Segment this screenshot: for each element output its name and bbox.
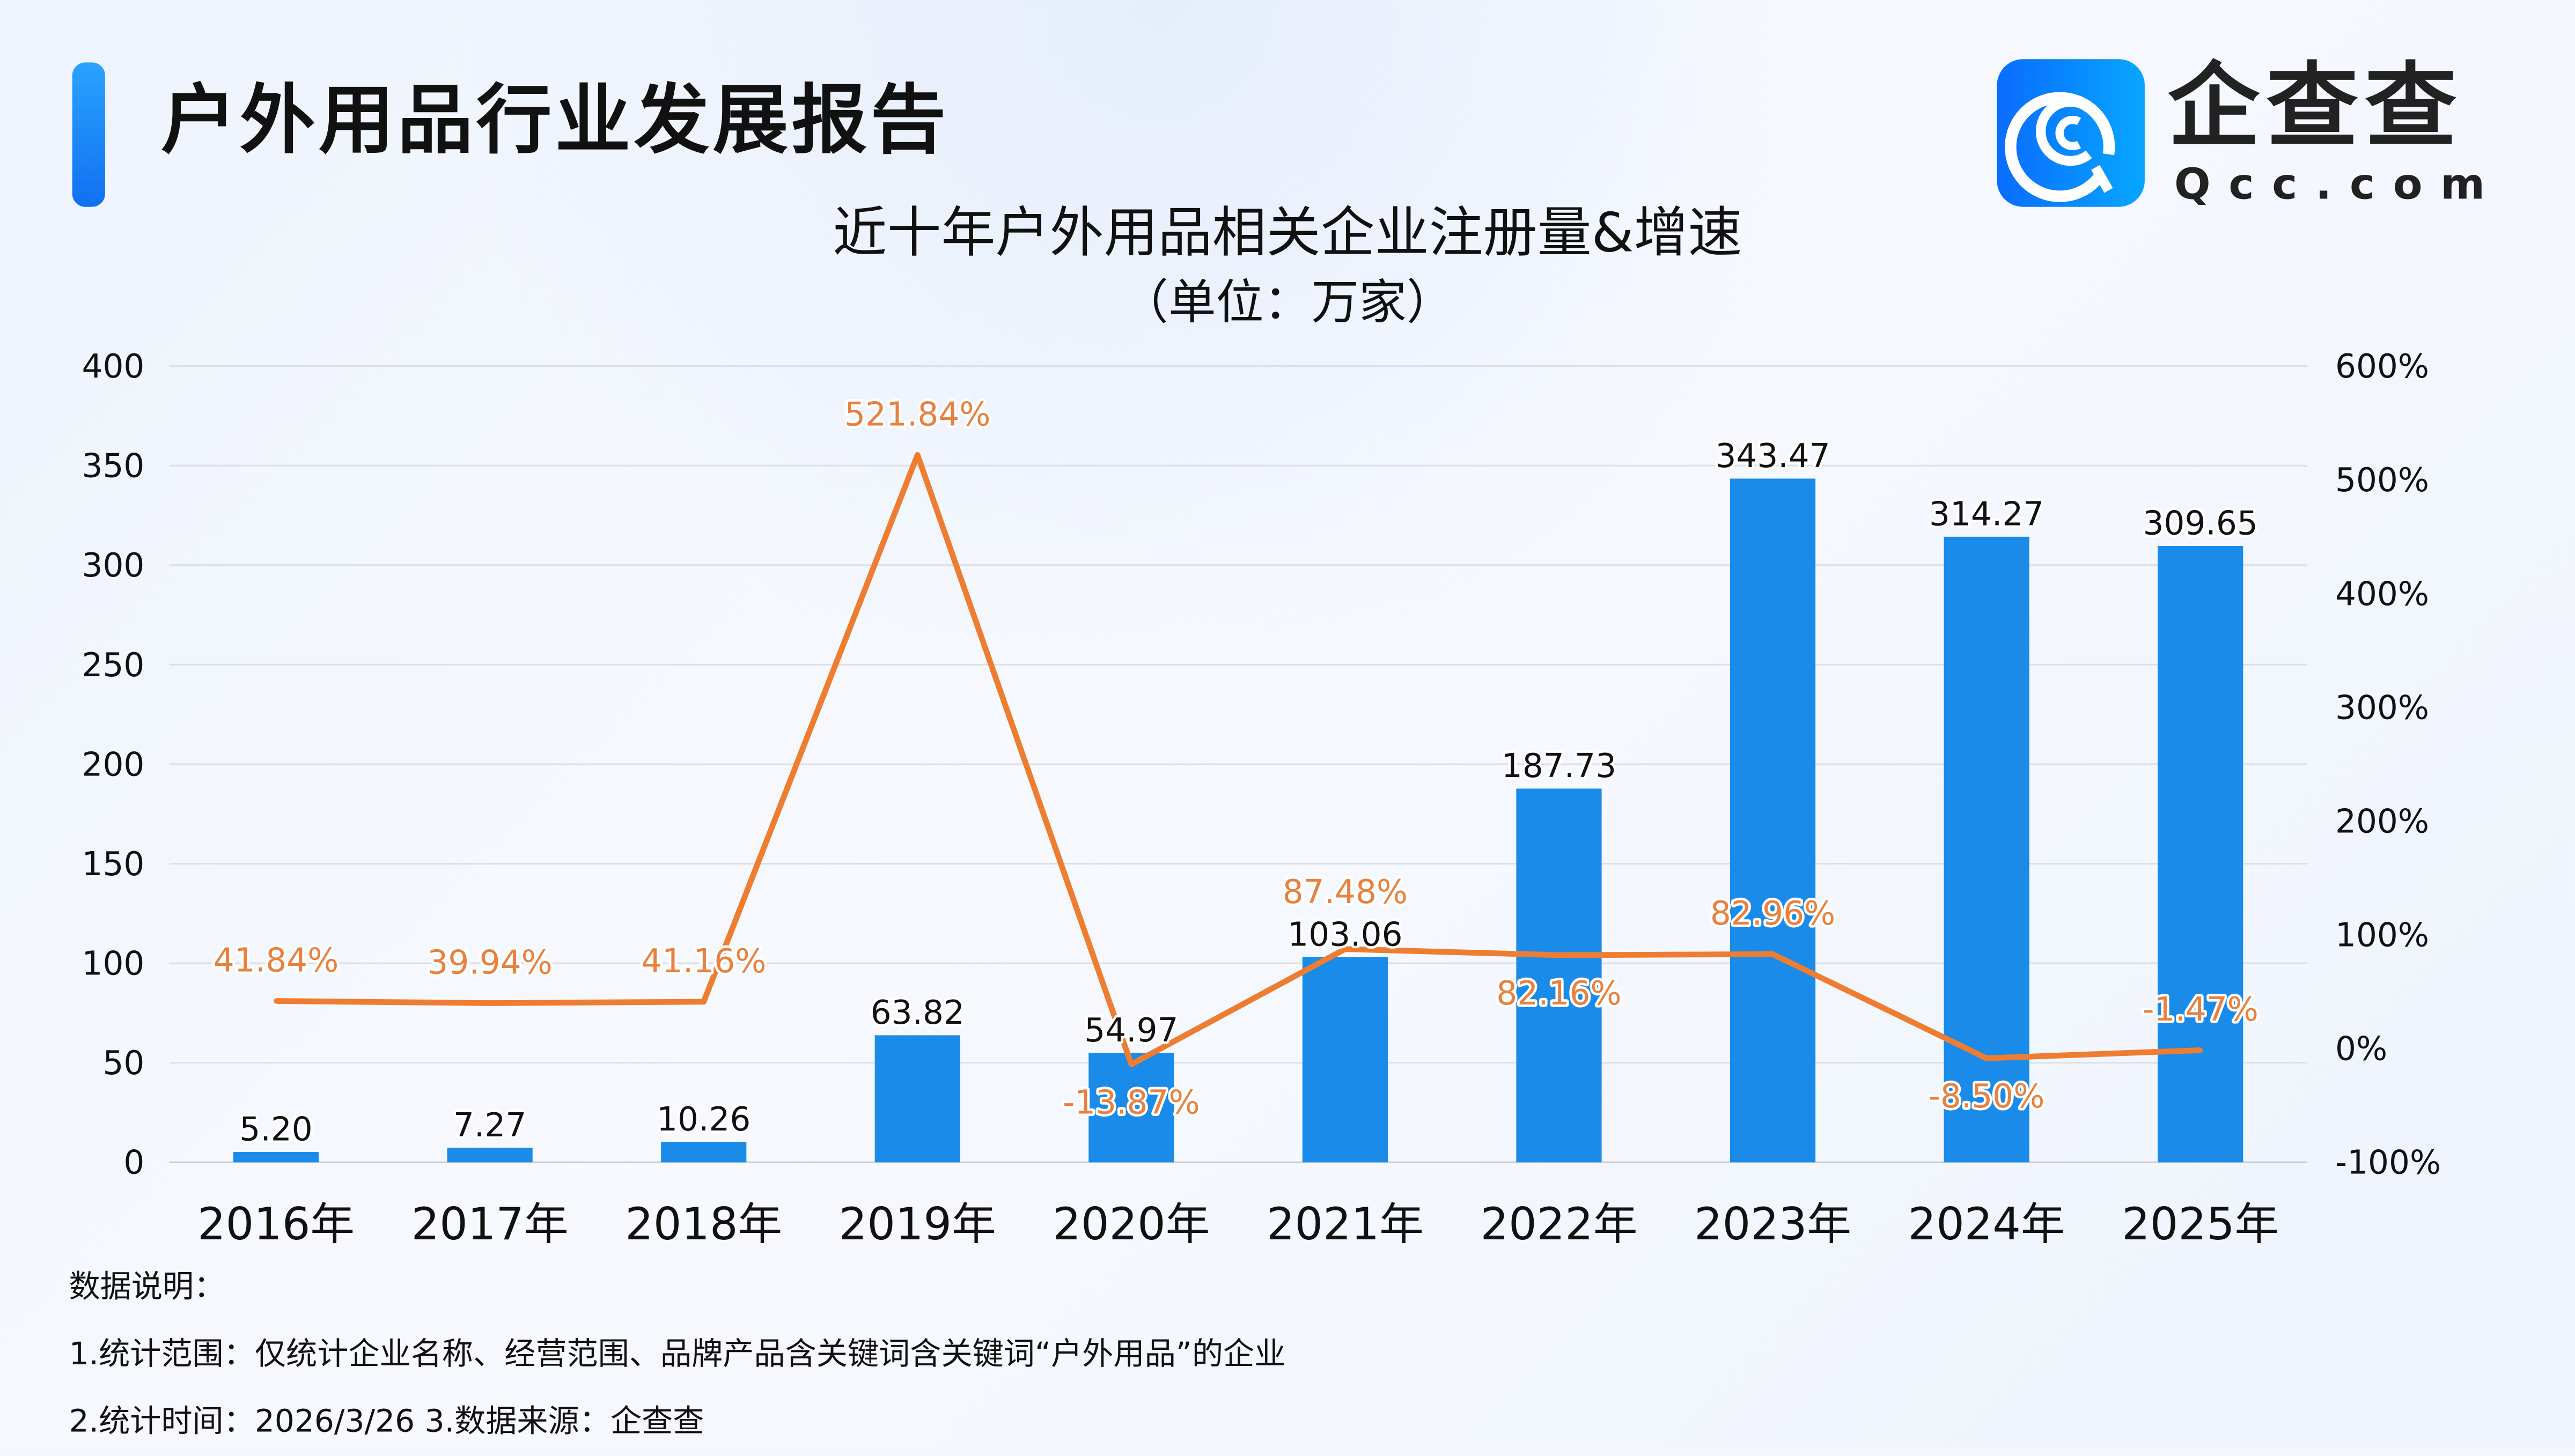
right-axis-tick: 500%: [2335, 461, 2429, 499]
bar-2020年: [1088, 1053, 1174, 1163]
bar-2016年: [233, 1152, 319, 1163]
bar-value-label: 7.27: [453, 1106, 526, 1144]
right-axis-tick: 0%: [2335, 1030, 2387, 1068]
growth-point: [273, 998, 279, 1004]
left-axis-tick: 150: [82, 845, 145, 883]
growth-line: [276, 452, 2201, 1068]
growth-value-label: 39.94%: [427, 943, 552, 981]
growth-value-label: 82.16%: [1496, 974, 1621, 1012]
right-axis-tick: 100%: [2335, 917, 2429, 955]
x-axis-tick: 2019年: [839, 1199, 996, 1250]
logo-text-cn: 企查查: [2167, 54, 2463, 161]
title-accent-bar: [72, 62, 105, 207]
growth-point: [1342, 947, 1348, 952]
data-notes: 数据说明： 1.统计范围：仅统计企业名称、经营范围、品牌产品含关键词含关键词“户…: [69, 1254, 1286, 1456]
growth-point: [1129, 1062, 1134, 1067]
left-axis-tick: 200: [82, 745, 145, 784]
x-axis-tick: 2024年: [1908, 1199, 2065, 1250]
x-axis-tick: 2022年: [1481, 1199, 1638, 1250]
notes-line-2: 2.统计时间：2026/3/26 3.数据来源：企查查: [69, 1403, 704, 1440]
qcc-logo-icon: [1997, 59, 2145, 207]
growth-value-label: 521.84%: [844, 395, 990, 433]
growth-value-label: -8.50%: [1929, 1077, 2045, 1115]
left-axis-tick: 0: [123, 1144, 144, 1182]
x-axis-tick: 2018年: [625, 1199, 782, 1250]
left-axis-tick: 350: [82, 447, 145, 485]
growth-point: [1984, 1055, 1989, 1061]
growth-value-label: -13.87%: [1063, 1083, 1200, 1121]
left-axis-tick: 300: [82, 546, 145, 585]
right-axis-tick: 200%: [2335, 802, 2429, 840]
bar-2023年: [1730, 478, 1816, 1163]
right-axis-tick: -100%: [2335, 1144, 2441, 1182]
bar-2025年: [2158, 546, 2243, 1163]
bar-2017年: [447, 1148, 533, 1163]
growth-value-label: 87.48%: [1283, 873, 1408, 911]
bar-value-label: 187.73: [1502, 747, 1616, 785]
qcc-logo: 企查查 Qcc.com: [1997, 54, 2485, 210]
right-axis-tick: 400%: [2335, 575, 2429, 613]
growth-point: [1770, 951, 1776, 957]
bar-2018年: [661, 1142, 747, 1163]
notes-heading: 数据说明：: [69, 1269, 225, 1305]
growth-point: [701, 999, 707, 1004]
x-axis-tick: 2016年: [197, 1199, 355, 1250]
bar-value-label: 343.47: [1715, 437, 1830, 475]
growth-value-label: -1.47%: [2142, 991, 2258, 1029]
right-axis-tick: 600%: [2335, 348, 2429, 386]
chart-subtitle: （单位：万家）: [1121, 274, 1454, 330]
left-axis-tick: 100: [82, 945, 145, 983]
chart-title: 近十年户外用品相关企业注册量&增速: [833, 200, 1742, 264]
x-axis-tick: 2023年: [1694, 1199, 1851, 1250]
left-axis-tick: 50: [102, 1044, 144, 1082]
x-axis-tick: 2017年: [411, 1199, 569, 1250]
growth-value-label: 82.96%: [1710, 895, 1835, 933]
bar-2019年: [874, 1035, 960, 1163]
x-axis-tick: 2020年: [1053, 1199, 1210, 1250]
bar-value-label: 103.06: [1288, 915, 1402, 954]
left-axis-tick: 400: [82, 348, 145, 386]
bar-2024年: [1944, 536, 2029, 1163]
notes-line-1: 1.统计范围：仅统计企业名称、经营范围、品牌产品含关键词含关键词“户外用品”的企…: [69, 1336, 1286, 1373]
growth-point: [487, 1000, 492, 1006]
growth-value-label: 41.84%: [214, 941, 339, 979]
growth-point: [915, 452, 920, 458]
bar-2021年: [1302, 957, 1388, 1163]
bar-value-label: 10.26: [657, 1100, 751, 1139]
growth-point: [1556, 952, 1562, 958]
left-axis-tick: 250: [82, 646, 145, 684]
bar-value-label: 63.82: [871, 994, 965, 1032]
growth-point: [2198, 1047, 2203, 1053]
bar-2022年: [1516, 788, 1602, 1163]
x-axis-tick: 2021年: [1267, 1199, 1424, 1250]
bar-value-label: 5.20: [239, 1111, 312, 1149]
bar-value-label: 54.97: [1084, 1011, 1178, 1049]
bar-value-label: 309.65: [2143, 505, 2258, 543]
report-title: 户外用品行业发展报告: [160, 75, 950, 165]
x-axis-tick: 2025年: [2122, 1199, 2279, 1250]
growth-value-label: 41.16%: [641, 942, 766, 980]
right-axis-tick: 300%: [2335, 689, 2429, 727]
logo-text-en: Qcc.com: [2174, 160, 2503, 210]
bar-value-label: 314.27: [1929, 495, 2044, 533]
